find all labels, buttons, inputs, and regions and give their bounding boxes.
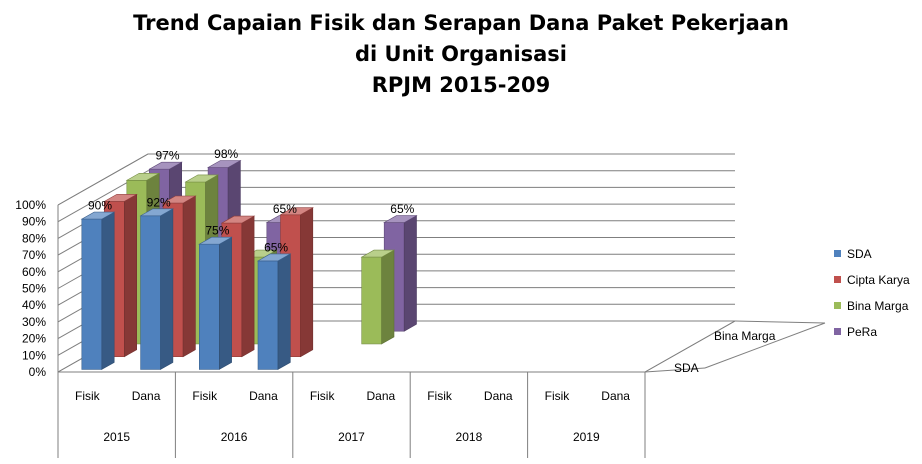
y-tick-label: 20% — [22, 332, 46, 346]
bar-side — [101, 211, 115, 370]
bar-side — [300, 207, 314, 358]
bar-sda-3 — [256, 253, 292, 370]
data-label: 75% — [205, 224, 229, 238]
bar-sda-2 — [198, 236, 233, 370]
category-label: Dana — [132, 389, 161, 403]
bar-side — [403, 215, 417, 332]
category-label: Fisik — [75, 389, 101, 403]
depth-label: Bina Marga — [714, 329, 776, 343]
bar-top — [161, 195, 197, 204]
y-tick-label: 80% — [22, 231, 46, 245]
bar-front — [361, 256, 383, 345]
chart-y-axis: 0% 10% 20% 30% 40% 50% 60% 70% 80% 90% 100% — [15, 198, 46, 379]
bar-top — [184, 174, 220, 183]
data-label: 90% — [88, 199, 112, 213]
y-tick-label: 60% — [22, 265, 46, 279]
depth-axis-edge — [704, 322, 826, 369]
legend-label: PeRa — [847, 325, 877, 339]
category-label: Fisik — [545, 389, 571, 403]
legend-label: Cipta Karya — [847, 273, 910, 287]
group-label: 2017 — [338, 430, 365, 444]
bar-sda-0 — [80, 211, 116, 370]
bar-side — [182, 195, 196, 358]
y-tick-label: 0% — [29, 365, 47, 379]
category-label: Dana — [249, 389, 278, 403]
category-label: Fisik — [427, 389, 453, 403]
depth-axis-edge — [734, 320, 826, 324]
chart-data-labels: 97% 98% 65% 65% 90% 92% 75% 65% — [88, 147, 415, 254]
bar-front — [81, 218, 103, 370]
legend-swatch — [834, 302, 841, 309]
chart-title-line-2: di Unit Organisasi — [354, 42, 568, 66]
chart-title-line-1: Trend Capaian Fisik dan Serapan Dana Pak… — [133, 11, 789, 35]
gridline — [57, 170, 735, 223]
legend-swatch — [834, 328, 841, 335]
data-label: 65% — [273, 202, 297, 216]
y-tick-label: 50% — [22, 282, 46, 296]
bar-front — [199, 243, 220, 370]
y-tick-label: 70% — [22, 248, 46, 262]
bar-top — [198, 236, 233, 245]
group-label: 2018 — [456, 430, 483, 444]
category-label: Dana — [367, 389, 396, 403]
bar-sda-1 — [139, 208, 175, 370]
data-label: 65% — [390, 202, 414, 216]
depth-axis-line — [644, 320, 736, 373]
bar-bina-marga-4 — [360, 249, 396, 345]
legend-swatch — [834, 276, 841, 283]
category-label: Fisik — [192, 389, 218, 403]
bar-top — [139, 208, 175, 217]
chart-legend: SDA Cipta Karya Bina Marga PeRa — [834, 247, 910, 339]
depth-label: SDA — [674, 361, 699, 375]
data-label: 97% — [155, 149, 179, 163]
y-tick-label: 30% — [22, 315, 46, 329]
gridline — [57, 153, 735, 206]
y-tick-label: 90% — [22, 215, 46, 229]
bar-top — [80, 211, 116, 220]
y-tick-label: 10% — [22, 348, 46, 362]
legend-label: Bina Marga — [847, 299, 909, 313]
data-label: 98% — [214, 147, 238, 161]
bar-top — [279, 207, 314, 216]
bar-side — [160, 208, 174, 370]
category-label: Dana — [484, 389, 513, 403]
chart-depth-axis: SDA Bina Marga — [644, 320, 826, 375]
y-tick-label: 100% — [15, 198, 46, 212]
depth-axis-edge — [644, 367, 706, 373]
data-label: 92% — [147, 195, 171, 209]
bar-side — [277, 253, 291, 370]
bar-top — [383, 215, 418, 223]
category-label: Fisik — [310, 389, 336, 403]
y-tick-label: 40% — [22, 298, 46, 312]
group-label: 2019 — [573, 430, 600, 444]
bar-top — [256, 253, 292, 262]
legend-label: SDA — [847, 247, 872, 261]
bar-top — [103, 194, 138, 202]
group-label: 2015 — [103, 430, 130, 444]
chart-category-axis: 2015 2016 2017 2018 2019 Fisik Dana Fisik Dana Fi… — [57, 372, 646, 458]
category-label: Dana — [601, 389, 630, 403]
bar-side — [124, 193, 137, 358]
bar-side — [219, 236, 232, 370]
bar-side — [381, 249, 395, 345]
bar-top — [220, 215, 256, 224]
bar-front — [140, 215, 161, 370]
bar-top — [206, 160, 242, 168]
bar-front — [257, 260, 279, 370]
bar-top — [148, 161, 183, 170]
bar-top — [125, 173, 161, 181]
group-label: 2016 — [221, 430, 248, 444]
chart-title-line-3: RPJM 2015-209 — [371, 73, 551, 97]
bar-side — [241, 215, 255, 358]
bar-top — [360, 249, 396, 258]
legend-swatch — [834, 250, 841, 257]
chart-title: Trend Capaian Fisik dan Serapan Dana Pak… — [0, 8, 922, 101]
chart-bars — [80, 159, 418, 370]
data-label: 65% — [264, 240, 288, 254]
